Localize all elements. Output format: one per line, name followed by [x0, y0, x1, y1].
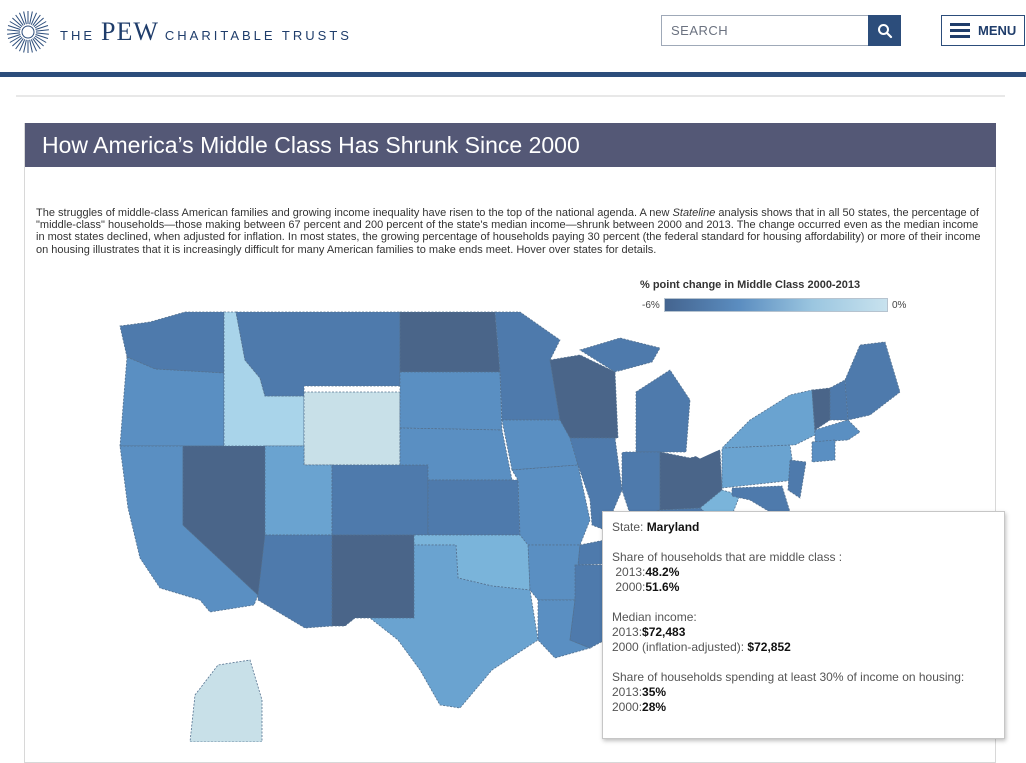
- state-alaska[interactable]: [189, 659, 263, 742]
- tooltip-share-2000: 2000:51.6%: [612, 580, 995, 595]
- state-massachusetts[interactable]: [814, 419, 861, 443]
- state-vermont[interactable]: [811, 387, 831, 431]
- intro-stateline: Stateline: [672, 207, 716, 219]
- legend-title: % point change in Middle Class 2000-2013: [640, 279, 861, 291]
- tooltip-income-2013: 2013:$72,483: [612, 625, 995, 640]
- hamburger-menu-icon: [950, 20, 970, 41]
- state-new-york[interactable]: [720, 389, 816, 449]
- tooltip-share-heading: Share of households that are middle clas…: [612, 550, 843, 564]
- intro-text-part-2: analysis shows that in all 50 states, th…: [36, 207, 981, 256]
- state-wisconsin[interactable]: [549, 354, 619, 439]
- page-title: How America’s Middle Class Has Shrunk Si…: [42, 132, 580, 158]
- state-maine[interactable]: [844, 341, 901, 421]
- state-missouri[interactable]: [511, 464, 591, 546]
- tooltip-state-label: State:: [612, 520, 647, 534]
- state-pennsylvania[interactable]: [721, 444, 796, 489]
- tooltip-share-2013-value: 48.2%: [645, 565, 680, 579]
- brand-wordmark: THE PEW CHARITABLE TRUSTS: [60, 17, 352, 47]
- legend-min-label: -6%: [642, 300, 660, 311]
- state-arizona[interactable]: [257, 534, 333, 629]
- pew-logo[interactable]: THE PEW CHARITABLE TRUSTS: [6, 10, 352, 54]
- lake-erie: [688, 441, 724, 459]
- state-wyoming[interactable]: [303, 391, 401, 466]
- menu-button[interactable]: MENU: [941, 15, 1025, 46]
- tooltip-share-2013-label: 2013:: [615, 565, 646, 579]
- state-michigan[interactable]: [635, 369, 691, 453]
- search-icon: [877, 23, 892, 38]
- state-maryland[interactable]: [731, 485, 791, 513]
- tooltip-income-2000-value: $72,852: [747, 640, 791, 654]
- state-nebraska[interactable]: [399, 427, 513, 481]
- state-new-mexico[interactable]: [331, 534, 415, 627]
- tooltip-share-2000-value: 51.6%: [645, 580, 680, 594]
- tooltip-housing-2013-label: 2013:: [612, 685, 643, 699]
- tooltip-housing-heading: Share of households spending at least 30…: [612, 670, 965, 684]
- state-colorado[interactable]: [331, 464, 429, 536]
- tooltip-income-heading: Median income:: [612, 610, 697, 624]
- title-bar: How America’s Middle Class Has Shrunk Si…: [25, 123, 996, 167]
- state-tooltip: State: Maryland Share of households that…: [602, 511, 1005, 739]
- intro-text-part-1: The struggles of middle-class American f…: [36, 207, 673, 219]
- tooltip-share-2013: 2013:48.2%: [612, 565, 995, 580]
- tooltip-housing-2000-label: 2000:: [612, 700, 643, 714]
- brand-pew: PEW: [101, 17, 159, 46]
- pew-sunburst-logo-icon: [7, 11, 49, 53]
- tooltip-state-name: Maryland: [646, 520, 700, 534]
- state-mississippi[interactable]: [569, 564, 606, 649]
- state-illinois[interactable]: [569, 437, 623, 531]
- tooltip-share-2000-label: 2000:: [615, 580, 646, 594]
- state-north-dakota[interactable]: [399, 311, 501, 373]
- search-button[interactable]: [868, 15, 901, 46]
- brand-charitable-trusts: CHARITABLE TRUSTS: [164, 28, 352, 43]
- tooltip-income-2000-label: 2000 (inflation-adjusted):: [612, 640, 748, 654]
- tooltip-housing-2000: 2000:28%: [612, 700, 995, 715]
- state-connecticut[interactable]: [811, 439, 836, 463]
- intro-paragraph: The struggles of middle-class American f…: [36, 207, 986, 256]
- state-arkansas[interactable]: [527, 544, 581, 601]
- brand-the: THE: [60, 28, 95, 43]
- state-michigan-upper[interactable]: [579, 337, 661, 373]
- tooltip-housing-2000-value: 28%: [642, 700, 667, 714]
- state-south-dakota[interactable]: [399, 371, 503, 431]
- lake-michigan: [617, 370, 633, 453]
- site-header: THE PEW CHARITABLE TRUSTS MENU: [0, 0, 1026, 72]
- search-input[interactable]: [662, 16, 868, 45]
- header-divider: [0, 72, 1026, 77]
- tooltip-housing-2013: 2013:35%: [612, 685, 995, 700]
- tooltip-income-2013-value: $72,483: [642, 625, 686, 639]
- legend-color-bar: [664, 298, 888, 312]
- state-texas[interactable]: [368, 544, 539, 709]
- state-new-hampshire[interactable]: [829, 379, 849, 421]
- legend-max-label: 0%: [892, 300, 907, 311]
- tooltip-state-line: State: Maryland: [612, 520, 995, 535]
- tooltip-income-2013-label: 2013:: [612, 625, 643, 639]
- state-minnesota[interactable]: [494, 311, 561, 421]
- state-kansas[interactable]: [427, 479, 521, 536]
- tooltip-housing-2013-value: 35%: [642, 685, 667, 699]
- tooltip-income-2000: 2000 (inflation-adjusted): $72,852: [612, 640, 995, 655]
- menu-label: MENU: [978, 23, 1017, 38]
- state-new-jersey[interactable]: [787, 459, 807, 499]
- state-indiana[interactable]: [621, 451, 661, 521]
- content-divider: [16, 95, 1005, 97]
- state-washington[interactable]: [119, 311, 225, 374]
- search-box: [661, 15, 901, 46]
